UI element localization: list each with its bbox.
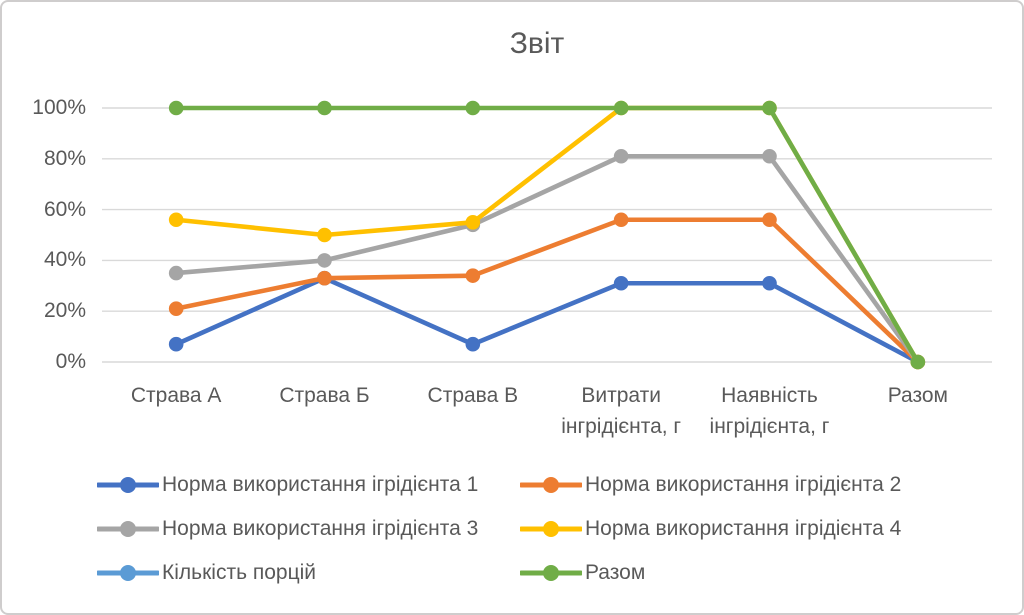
data-point — [317, 100, 332, 116]
data-point — [465, 336, 481, 352]
data-point — [168, 336, 184, 352]
legend-label: Норма використання ігрідієнта 1 — [162, 473, 479, 496]
legend-line-marker-icon — [520, 521, 582, 537]
legend-line-marker-icon — [520, 477, 582, 493]
x-category-label: Витрати інгрідієнта, г — [561, 384, 682, 438]
legend-label: Норма використання ігрідієнта 3 — [162, 517, 479, 540]
data-point — [613, 212, 629, 228]
series-line-6 — [176, 105, 920, 364]
chart-title: Звіт — [509, 27, 565, 60]
y-tick-label: 0% — [55, 350, 86, 373]
data-point — [317, 270, 332, 286]
x-category-label: Страва В — [427, 384, 519, 407]
legend-line-marker-icon — [520, 565, 582, 581]
data-point — [762, 275, 777, 291]
legend-line-marker-icon — [97, 521, 159, 537]
legend-item: Разом — [520, 561, 967, 585]
series-line-2 — [175, 217, 920, 364]
data-point — [168, 212, 184, 228]
data-point — [762, 148, 777, 164]
x-category-label: Страва А — [130, 384, 222, 407]
series-line-4 — [175, 105, 920, 364]
data-point — [465, 268, 481, 283]
legend-item: Кількість порцій — [97, 561, 520, 585]
y-tick-label: 40% — [43, 248, 86, 272]
data-point — [465, 100, 481, 116]
data-point — [762, 100, 777, 116]
legend-line-marker-icon — [97, 565, 159, 581]
data-point — [613, 275, 629, 291]
data-point — [168, 265, 184, 281]
data-point — [613, 148, 629, 164]
legend-label: Норма використання ігрідієнта 4 — [585, 517, 902, 540]
legend-item: Норма використання ігрідієнта 3 — [97, 517, 520, 541]
y-tick-label: 60% — [43, 197, 86, 221]
chart-legend: Норма використання ігрідієнта 1 Норма вик… — [97, 463, 967, 595]
legend-item: Норма використання ігрідієнта 2 — [520, 473, 967, 497]
y-tick-label: 80% — [43, 146, 86, 170]
x-category-label: Страва Б — [279, 384, 370, 407]
x-category-label: Наявність інгрідієнта, г — [709, 384, 830, 438]
y-tick-label: 20% — [43, 299, 86, 323]
data-point — [168, 100, 184, 116]
x-category-label: Разом — [887, 384, 948, 407]
legend-item: Норма використання ігрідієнта 1 — [97, 473, 520, 497]
data-point — [317, 227, 332, 243]
legend-label: Разом — [585, 561, 646, 584]
data-point — [613, 100, 629, 116]
legend-label: Кількість порцій — [162, 561, 316, 584]
series-line-3 — [175, 153, 920, 364]
data-point — [465, 215, 481, 230]
legend-label: Норма використання ігрідієнта 2 — [585, 473, 902, 496]
data-point — [317, 253, 332, 268]
series-line-1 — [175, 275, 919, 365]
data-point — [168, 301, 184, 316]
data-point — [762, 212, 777, 228]
legend-item: Норма використання ігрідієнта 4 — [520, 517, 967, 541]
legend-line-marker-icon — [97, 477, 159, 493]
data-point — [910, 354, 926, 370]
y-tick-label: 100% — [32, 96, 86, 119]
